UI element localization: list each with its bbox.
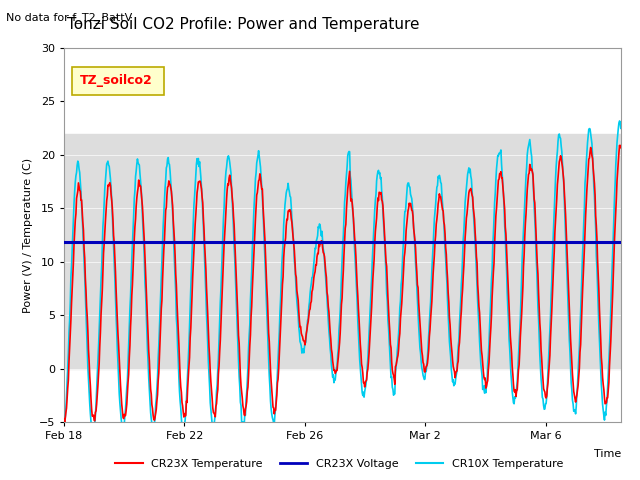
Y-axis label: Power (V) / Temperature (C): Power (V) / Temperature (C): [23, 157, 33, 313]
Text: No data for f_T2_BattV: No data for f_T2_BattV: [6, 12, 132, 23]
Legend: CR23X Temperature, CR23X Voltage, CR10X Temperature: CR23X Temperature, CR23X Voltage, CR10X …: [110, 455, 568, 473]
FancyBboxPatch shape: [72, 67, 164, 95]
Text: TZ_soilco2: TZ_soilco2: [79, 74, 152, 87]
Text: Time: Time: [593, 449, 621, 458]
Text: Tonzi Soil CO2 Profile: Power and Temperature: Tonzi Soil CO2 Profile: Power and Temper…: [67, 17, 419, 32]
Bar: [64, 133, 621, 369]
